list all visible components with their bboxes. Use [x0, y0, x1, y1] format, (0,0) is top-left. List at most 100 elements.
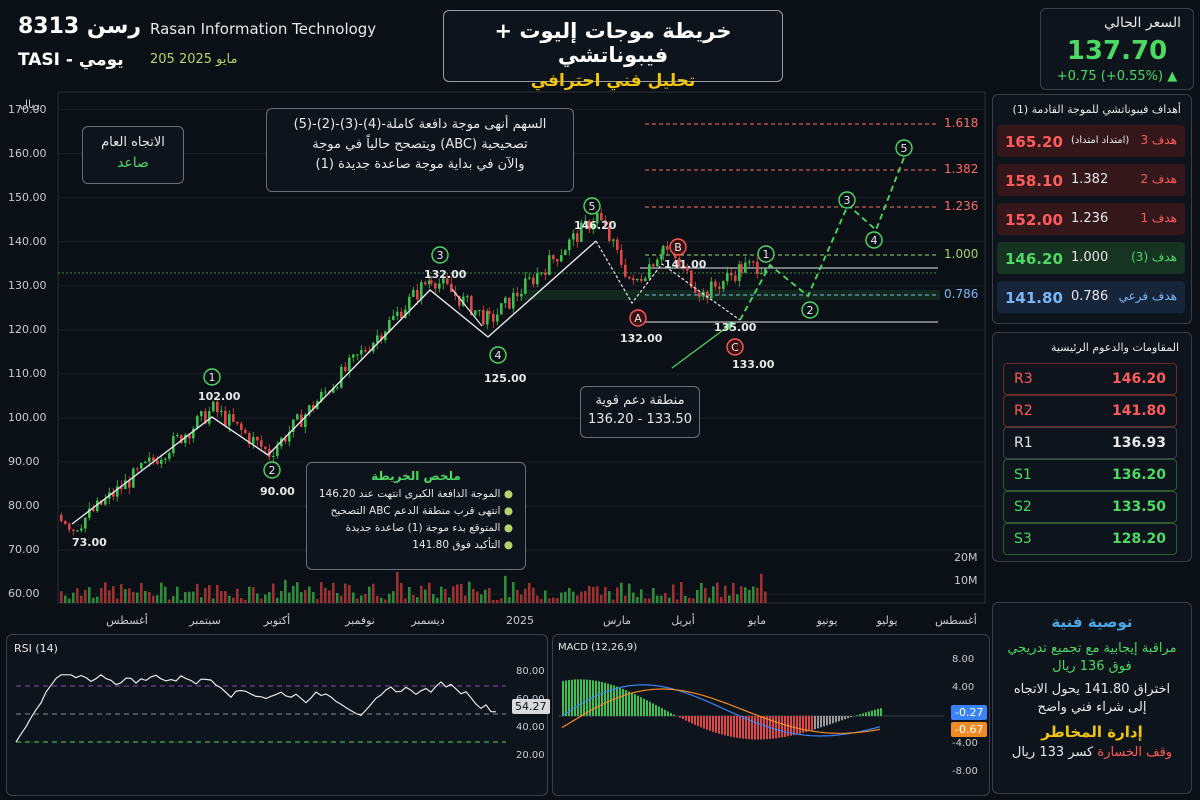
- y-tick-label: 130.00: [8, 278, 47, 292]
- macd-histogram-bar: [577, 679, 579, 716]
- candle-body: [548, 255, 551, 275]
- macd-value: -0.27: [951, 705, 988, 720]
- volume-bar: [84, 589, 87, 603]
- candle-body: [540, 272, 543, 274]
- x-tick-label: أبريل: [671, 614, 695, 627]
- candle-body: [264, 446, 267, 449]
- candle-body: [256, 436, 259, 441]
- candle-body: [524, 278, 527, 294]
- fib-target-row: هدف (3) 1.000 146.20: [997, 242, 1185, 274]
- y-tick-label: 140.00: [8, 234, 47, 248]
- volume-bar: [144, 591, 147, 603]
- volume-bar: [200, 597, 203, 603]
- candle-body: [580, 222, 583, 242]
- x-tick-label: نوفمبر: [345, 614, 375, 627]
- volume-bar: [96, 596, 99, 603]
- fib-target-value: 141.80: [1005, 289, 1063, 307]
- volume-bar: [112, 586, 115, 603]
- candle-body: [276, 446, 279, 456]
- volume-bar: [644, 598, 647, 603]
- volume-bar: [496, 599, 499, 603]
- volume-bar: [148, 591, 151, 603]
- macd-histogram-bar: [592, 680, 594, 716]
- correction-wave-line: [595, 240, 741, 321]
- wave-arrow: [451, 288, 483, 327]
- wave-note-line1: السهم أنهى موجة دافعة كاملة-(4)-(3)-(2)-…: [293, 117, 547, 132]
- x-tick-label: يوليو: [876, 614, 898, 627]
- volume-bar: [196, 583, 199, 603]
- candle-body: [68, 523, 71, 530]
- impulse-wave-line: [71, 240, 597, 525]
- candle-body: [756, 261, 759, 274]
- macd-histogram-bar: [865, 712, 867, 716]
- volume-bar: [664, 592, 667, 603]
- volume-bar: [748, 589, 751, 603]
- macd-histogram-bar: [880, 708, 882, 716]
- candle-body: [520, 293, 523, 297]
- macd-histogram-bar: [790, 716, 792, 736]
- macd-histogram-bar: [580, 679, 582, 716]
- volume-bar: [512, 582, 515, 603]
- volume-bar: [560, 592, 563, 603]
- volume-bar: [420, 585, 423, 603]
- candle-body: [576, 233, 579, 242]
- candle-body: [88, 508, 91, 518]
- volume-bar: [376, 595, 379, 603]
- candle-body: [600, 213, 603, 221]
- volume-bar: [636, 596, 639, 603]
- support-zone-box: منطقة دعم قوية 136.20 - 133.50: [580, 386, 700, 438]
- volume-bar: [164, 586, 167, 603]
- volume-bar: [736, 594, 739, 603]
- current-price-value: 137.70: [1066, 36, 1168, 66]
- volume-bar: [652, 587, 655, 603]
- volume-bar: [708, 597, 711, 603]
- volume-bar: [324, 587, 327, 603]
- volume-bar: [268, 592, 271, 603]
- macd-histogram-bar: [745, 716, 747, 739]
- candle-body: [184, 434, 187, 443]
- volume-bar: [360, 595, 363, 603]
- macd-histogram-bar: [793, 716, 795, 736]
- candle-body: [356, 354, 359, 356]
- candle-body: [80, 528, 83, 531]
- chart-date: 205 مايو 2025: [150, 52, 238, 67]
- candle-body: [486, 311, 489, 325]
- stop-loss-text: كسر 133 ريال: [1011, 745, 1094, 760]
- volume-bar: [676, 599, 679, 603]
- summary-item-text: التأكيد فوق 141.80: [412, 539, 501, 551]
- candle-body: [552, 255, 555, 260]
- candle-body: [748, 261, 751, 263]
- volume-bar: [508, 596, 511, 603]
- volume-bar: [640, 589, 643, 603]
- candle-body: [726, 273, 729, 282]
- candle-body: [252, 436, 255, 444]
- volume-bar: [252, 587, 255, 603]
- volume-bar: [216, 585, 219, 603]
- candle-body: [612, 239, 615, 241]
- summary-item: التصحيح ABC انتهى قرب منطقة الدعم ●: [307, 505, 525, 517]
- candle-body: [388, 319, 391, 332]
- volume-bar: [160, 582, 163, 603]
- volume-bar: [232, 597, 235, 603]
- volume-bar: [744, 587, 747, 603]
- recommendation-panel: توصية فنية مراقبة إيجابية مع تجميع تدريج…: [992, 602, 1192, 794]
- candle-body: [132, 468, 135, 488]
- volume-bar: [580, 591, 583, 603]
- volume-bar: [620, 582, 623, 603]
- candle-body: [516, 292, 519, 297]
- macd-histogram-bar: [817, 716, 819, 729]
- candle-body: [722, 281, 725, 289]
- fib-target-row: هدف 1 1.236 152.00: [997, 203, 1185, 235]
- level-row: S3 128.20: [1003, 523, 1177, 555]
- volume-bar: [504, 575, 507, 603]
- wave-label-circle: [801, 301, 819, 319]
- macd-histogram-bar: [820, 716, 822, 728]
- wave-label-circle: [757, 245, 775, 263]
- candle-body: [710, 281, 713, 299]
- candle-body: [136, 468, 139, 470]
- macd-histogram-bar: [718, 716, 720, 734]
- volume-bar: [588, 585, 591, 603]
- macd-histogram-bar: [583, 679, 585, 716]
- fib-level-label: 0.786: [944, 287, 979, 301]
- macd-histogram-bar: [763, 716, 765, 740]
